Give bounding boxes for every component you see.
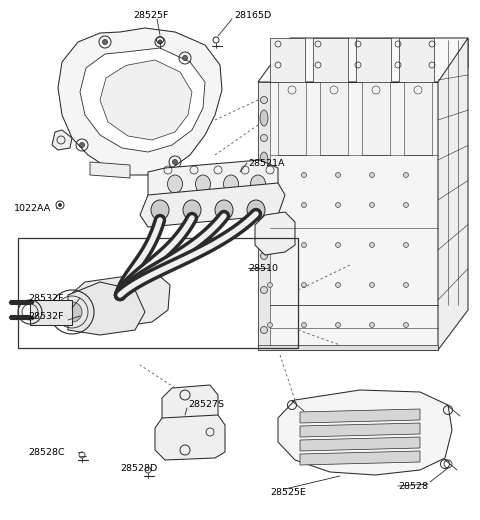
Polygon shape xyxy=(300,409,420,423)
Text: 28525F: 28525F xyxy=(133,10,168,20)
Circle shape xyxy=(336,242,340,248)
Circle shape xyxy=(301,202,307,207)
Polygon shape xyxy=(148,160,278,208)
Text: 28165D: 28165D xyxy=(234,10,271,20)
Polygon shape xyxy=(438,38,468,350)
Circle shape xyxy=(261,215,267,222)
Bar xyxy=(18,238,298,348)
Circle shape xyxy=(261,97,267,103)
Polygon shape xyxy=(52,130,72,150)
Polygon shape xyxy=(320,82,348,155)
Polygon shape xyxy=(278,82,306,155)
Circle shape xyxy=(404,242,408,248)
Polygon shape xyxy=(399,38,434,82)
Polygon shape xyxy=(356,38,391,82)
Circle shape xyxy=(261,175,267,181)
Circle shape xyxy=(301,322,307,328)
Ellipse shape xyxy=(224,175,239,193)
Polygon shape xyxy=(68,272,170,332)
Circle shape xyxy=(182,56,188,60)
Polygon shape xyxy=(362,82,390,155)
Circle shape xyxy=(404,282,408,288)
Text: 28528: 28528 xyxy=(398,482,428,490)
Polygon shape xyxy=(258,38,468,82)
Polygon shape xyxy=(300,423,420,437)
Polygon shape xyxy=(255,212,295,255)
Circle shape xyxy=(370,282,374,288)
Polygon shape xyxy=(90,162,130,178)
Text: 28528D: 28528D xyxy=(120,463,157,473)
Ellipse shape xyxy=(260,110,268,126)
Circle shape xyxy=(301,242,307,248)
Ellipse shape xyxy=(247,200,265,220)
Circle shape xyxy=(336,173,340,177)
Circle shape xyxy=(103,40,108,45)
Circle shape xyxy=(301,173,307,177)
Circle shape xyxy=(404,322,408,328)
Circle shape xyxy=(80,142,84,148)
Circle shape xyxy=(261,253,267,259)
Polygon shape xyxy=(300,451,420,465)
Polygon shape xyxy=(278,390,452,475)
Circle shape xyxy=(261,327,267,333)
Text: 28528C: 28528C xyxy=(28,448,65,457)
Circle shape xyxy=(336,282,340,288)
Circle shape xyxy=(336,322,340,328)
Circle shape xyxy=(267,202,273,207)
Ellipse shape xyxy=(215,200,233,220)
Polygon shape xyxy=(58,28,222,175)
Circle shape xyxy=(172,160,178,164)
Circle shape xyxy=(62,302,82,322)
Circle shape xyxy=(261,287,267,293)
Circle shape xyxy=(370,322,374,328)
Polygon shape xyxy=(258,82,438,350)
Ellipse shape xyxy=(151,200,169,220)
Polygon shape xyxy=(404,82,432,155)
Polygon shape xyxy=(80,48,205,152)
Ellipse shape xyxy=(195,175,211,193)
Circle shape xyxy=(267,242,273,248)
Ellipse shape xyxy=(168,175,182,193)
Ellipse shape xyxy=(260,152,268,168)
Circle shape xyxy=(404,173,408,177)
Ellipse shape xyxy=(183,200,201,220)
Circle shape xyxy=(261,135,267,141)
Circle shape xyxy=(336,202,340,207)
Polygon shape xyxy=(68,282,145,335)
Ellipse shape xyxy=(260,236,268,252)
Circle shape xyxy=(158,40,162,44)
Polygon shape xyxy=(162,385,218,430)
Polygon shape xyxy=(100,60,192,140)
Circle shape xyxy=(267,173,273,177)
Circle shape xyxy=(370,202,374,207)
Circle shape xyxy=(404,202,408,207)
Polygon shape xyxy=(270,38,305,82)
Ellipse shape xyxy=(251,175,265,193)
Polygon shape xyxy=(313,38,348,82)
Ellipse shape xyxy=(260,194,268,210)
Text: 28525E: 28525E xyxy=(270,488,306,497)
Circle shape xyxy=(370,173,374,177)
Polygon shape xyxy=(258,345,438,350)
Circle shape xyxy=(370,242,374,248)
Text: 28527S: 28527S xyxy=(188,399,224,409)
Polygon shape xyxy=(155,415,225,460)
Polygon shape xyxy=(258,82,270,350)
Circle shape xyxy=(301,282,307,288)
Circle shape xyxy=(59,203,61,206)
Circle shape xyxy=(267,282,273,288)
Text: 28532F: 28532F xyxy=(28,311,63,320)
Text: 28510: 28510 xyxy=(248,264,278,272)
Polygon shape xyxy=(140,183,285,227)
Circle shape xyxy=(267,322,273,328)
Polygon shape xyxy=(300,437,420,451)
Polygon shape xyxy=(30,300,72,325)
Text: 28532F: 28532F xyxy=(28,293,63,303)
Text: 28521A: 28521A xyxy=(248,159,285,167)
Text: 1022AA: 1022AA xyxy=(14,203,51,213)
